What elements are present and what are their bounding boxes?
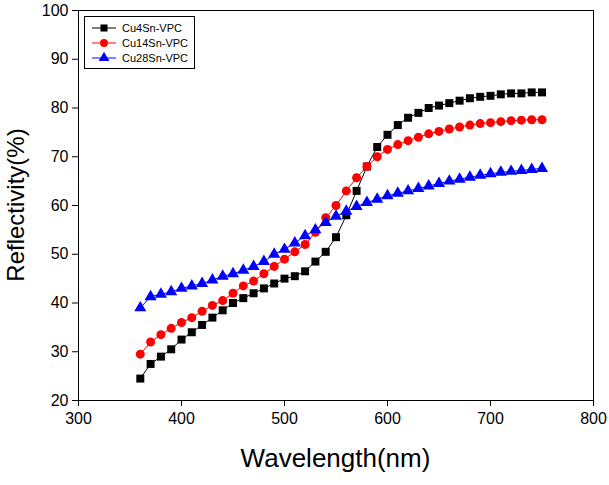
svg-text:60: 60 [51,197,69,214]
svg-text:800: 800 [580,410,607,427]
html-text:Cu4Sn-VPC: Cu4Sn-VPC [122,21,182,34]
svg-text:600: 600 [374,410,401,427]
svg-text:80: 80 [51,99,69,116]
html-text:Wavelength(nm): Wavelength(nm) [240,443,431,473]
svg-text:400: 400 [168,410,195,427]
svg-text:70: 70 [51,148,69,165]
svg-text:300: 300 [65,410,92,427]
svg-text:50: 50 [51,245,69,262]
svg-text:30: 30 [51,343,69,360]
svg-text:20: 20 [51,392,69,409]
html-text:Cu28Sn-VPC: Cu28Sn-VPC [122,51,188,64]
svg-text:100: 100 [42,2,69,19]
html-text:Cu14Sn-VPC: Cu14Sn-VPC [122,36,188,49]
svg-text:500: 500 [271,410,298,427]
svg-text:90: 90 [51,50,69,67]
svg-text:700: 700 [477,410,504,427]
html-text:Reflectivity(%): Reflectivity(%) [2,128,29,282]
svg-text:40: 40 [51,294,69,311]
